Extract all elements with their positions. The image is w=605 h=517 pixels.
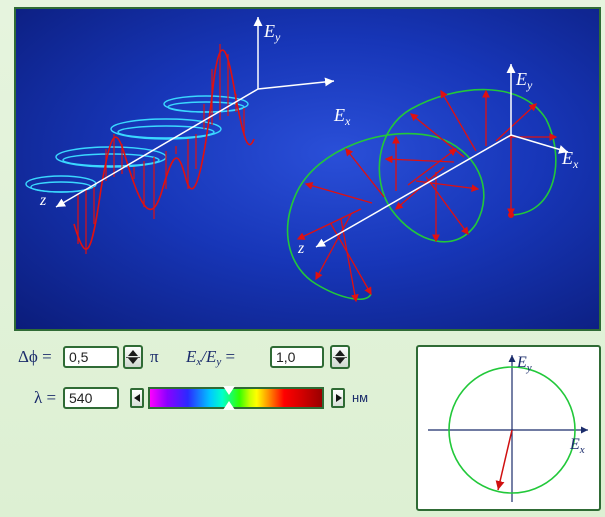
ratio-spinner[interactable] [330, 345, 350, 369]
phase-spinner[interactable] [123, 345, 143, 369]
phase-label: Δϕ = [18, 347, 52, 366]
circular-polarization-spiral [286, 88, 557, 300]
wavelength-slider-thumb[interactable] [223, 386, 237, 410]
ratio-input[interactable]: 1,0 [270, 346, 324, 368]
polarization-circle [448, 366, 576, 494]
polar-ey-label: Ey [516, 354, 532, 374]
ratio-decrement-icon[interactable] [335, 358, 345, 364]
phase-decrement-icon[interactable] [128, 358, 138, 364]
left-axes [55, 17, 335, 208]
wavelength-slider[interactable] [148, 386, 324, 410]
wavelength-label: λ = [34, 388, 57, 407]
polar-ex-label: Ex [569, 436, 585, 456]
left-z-label: z [39, 192, 47, 209]
phase-unit: π [150, 347, 159, 366]
right-ex-label: Ex [561, 148, 579, 171]
wave-3d-view: Ey Ex z [14, 7, 601, 331]
polarization-projection-canvas: Ey Ex [428, 354, 588, 502]
right-z-label: z [297, 240, 305, 257]
phase-input[interactable]: 0,5 [63, 346, 119, 368]
current-e-vector [495, 429, 513, 491]
left-ey-label: Ey [263, 21, 281, 44]
ex-component-ellipses [25, 95, 249, 193]
ratio-label: Ex/Ey = [186, 347, 236, 368]
phase-increment-icon[interactable] [128, 350, 138, 356]
left-ex-label: Ex [333, 105, 351, 128]
arrow-right-icon [336, 394, 342, 402]
wavelength-increase-button[interactable] [331, 388, 345, 408]
wavelength-unit: нм [352, 390, 369, 405]
arrow-left-icon [134, 394, 140, 402]
e-field-vectors [296, 89, 558, 303]
right-axes [315, 64, 569, 248]
ey-component-wave [73, 44, 255, 254]
polarization-projection-panel: Ey Ex [416, 345, 601, 511]
right-ey-label: Ey [515, 69, 533, 92]
wavelength-decrease-button[interactable] [130, 388, 144, 408]
wave-3d-canvas: Ey Ex z [25, 17, 579, 303]
wavelength-input[interactable]: 540 [63, 387, 119, 409]
ratio-increment-icon[interactable] [335, 350, 345, 356]
